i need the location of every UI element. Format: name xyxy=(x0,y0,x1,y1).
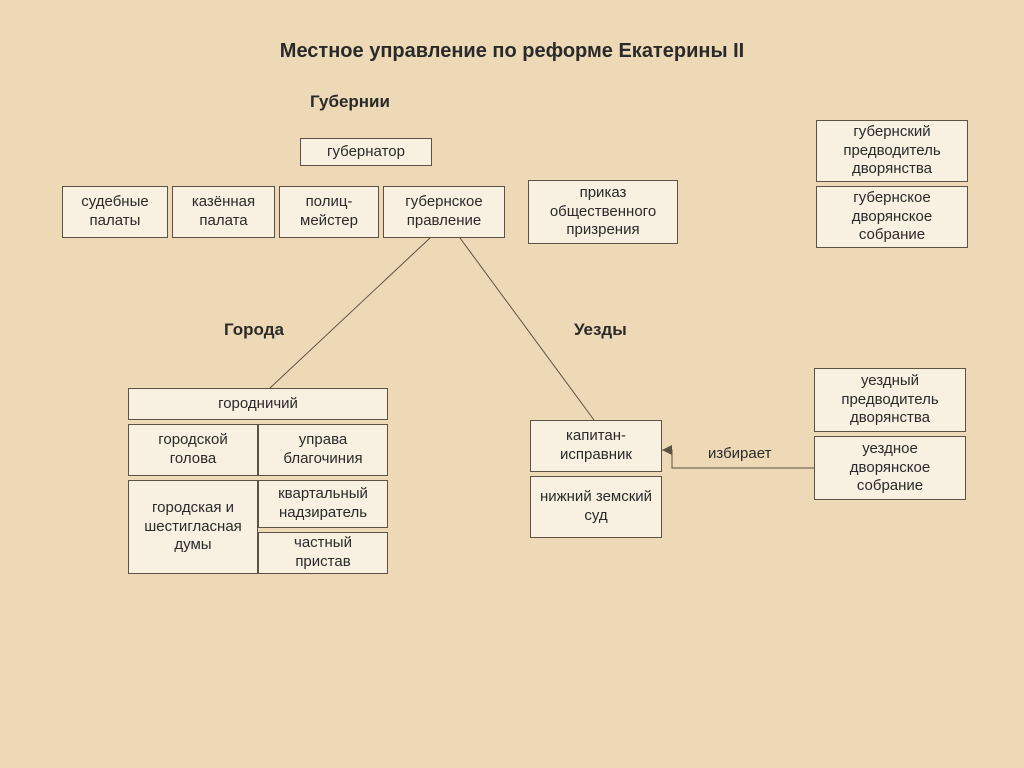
box-uprava: управа благочиния xyxy=(258,424,388,476)
box-police: полиц-мейстер xyxy=(279,186,379,238)
box-treasury: казённая палата xyxy=(172,186,275,238)
edge-label-elects: избирает xyxy=(708,445,771,462)
box-zemsky: нижний земский суд xyxy=(530,476,662,538)
header-provinces: Губернии xyxy=(310,92,390,112)
box-prov_assembly: губернское дворянское собрание xyxy=(816,186,968,248)
box-prov_leader: губернский предводитель дворянства xyxy=(816,120,968,182)
box-pristav: частный пристав xyxy=(258,532,388,574)
box-welfare: приказ общественного призрения xyxy=(528,180,678,244)
box-nadziratel: квартальный надзиратель xyxy=(258,480,388,528)
box-governor: губернатор xyxy=(300,138,432,166)
box-dist_assembly: уездное дворянское собрание xyxy=(814,436,966,500)
box-duma: городская и шестигласная думы xyxy=(128,480,258,574)
box-gov_board: губернское правление xyxy=(383,186,505,238)
header-districts: Уезды xyxy=(574,320,627,340)
box-city_head: городской голова xyxy=(128,424,258,476)
box-gorodnichiy: городничий xyxy=(128,388,388,420)
box-dist_leader: уездный предводитель дворянства xyxy=(814,368,966,432)
header-cities: Города xyxy=(224,320,284,340)
box-kapitan: капитан-исправник xyxy=(530,420,662,472)
page-title: Местное управление по реформе Екатерины … xyxy=(0,40,1024,63)
box-courts: судебные палаты xyxy=(62,186,168,238)
